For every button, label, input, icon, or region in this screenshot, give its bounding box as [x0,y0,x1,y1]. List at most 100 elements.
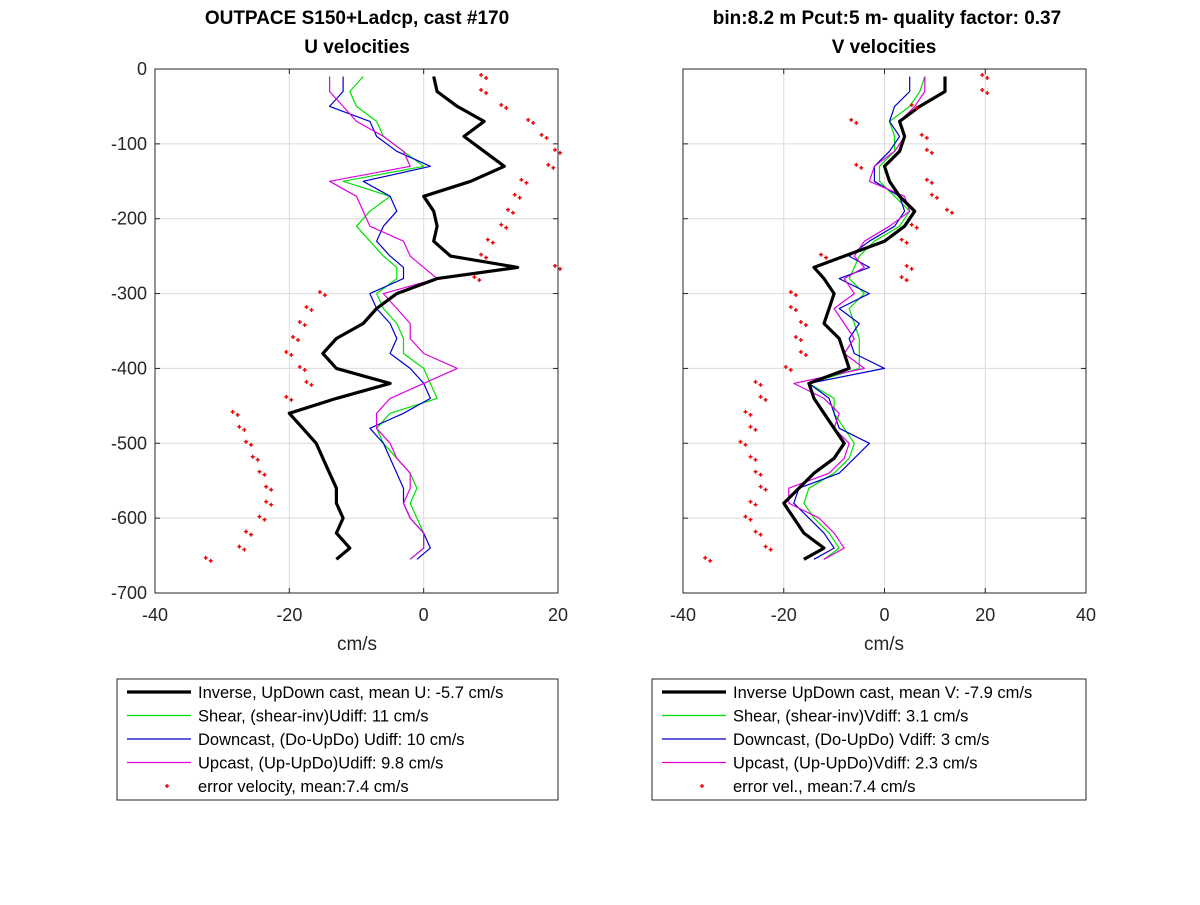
error-point-v [914,105,919,110]
error-point-v [854,120,859,125]
error-point-u [249,532,254,537]
chart-subtitle-u: U velocities [304,37,410,58]
error-point-u [297,320,302,325]
error-point-v [753,469,758,474]
error-point-u [505,207,510,212]
error-point-u [499,102,504,107]
error-point-v [788,305,793,310]
x-tick-label-v: -20 [771,605,797,625]
error-point-v [899,237,904,242]
error-point-v [758,484,763,489]
legend-label-u: error velocity, mean:7.4 cm/s [198,778,409,796]
error-point-u [526,117,531,122]
error-point-v [909,222,914,227]
x-axis-label-u: cm/s [337,634,377,655]
legend-entry-shear-v: Shear, (shear-inv)Vdiff: 3.1 cm/s [662,708,968,726]
error-point-u [546,162,551,167]
error-point-u [553,263,557,268]
error-point-u [264,484,269,489]
error-point-u [517,195,522,200]
error-point-u [322,293,327,298]
error-point-u [242,427,247,432]
error-point-v [934,195,939,200]
error-point-u [269,502,274,507]
error-point-u [531,120,536,125]
error-point-v [748,454,753,459]
legend-entry-error-v: error vel., mean:7.4 cm/s [700,778,915,796]
error-point-u [317,290,322,295]
error-point-u [262,517,267,522]
error-point-v [793,334,798,339]
shear-series-line-v [803,76,926,560]
error-point-v [929,150,934,155]
error-point-v [743,514,748,519]
error-point-v [803,352,808,357]
error-point-v [919,132,924,137]
error-point-u [269,487,274,492]
error-point-v [798,337,803,342]
error-point-u [235,412,240,417]
error-point-u [479,72,484,77]
error-point-v [859,165,864,170]
error-point-v [854,162,859,167]
ticks-u: -40 -20 0 200-100-200-300-400-500-600-700 [111,59,568,625]
error-point-v [768,547,773,552]
error-point-v [758,382,763,387]
inverse-series-line-v [782,76,947,561]
error-point-u [551,165,556,170]
legend-u: Inverse, UpDown cast, mean U: -5.7 cm/s S… [116,678,559,801]
inverse-series-line-u [287,76,520,561]
error-point-v [748,517,753,522]
legend-label-u: Downcast, (Do-UpDo) Udiff: 10 cm/s [198,731,465,749]
error-point-u [309,382,314,387]
error-point-v [924,147,929,152]
upcast-series-line-u [329,76,458,560]
error-point-u [203,555,208,560]
legend-entry-inverse-u: Inverse, UpDown cast, mean U: -5.7 cm/s [127,684,503,702]
error-point-u [297,364,302,369]
error-point-v [793,293,798,298]
error-point-u [485,237,490,242]
error-point-u [558,150,562,155]
error-point-v [758,394,763,399]
legend-entry-shear-u: Shear, (shear-inv)Udiff: 11 cm/s [127,708,428,726]
x-tick-label-u: -40 [142,605,168,625]
error-point-u [504,105,509,110]
legend-entry-inverse-v: Inverse UpDown cast, mean V: -7.9 cm/s [662,684,1032,702]
error-point-u [244,439,249,444]
y-tick-label-u: -300 [111,284,147,304]
error-point-v [788,367,793,372]
error-point-v [753,379,758,384]
error-point-v [904,263,909,268]
y-tick-label-u: -700 [111,583,147,603]
error-point-v [743,409,748,414]
downcast-series-line-v [793,76,911,560]
error-point-v [798,320,803,325]
plot-frame-u [154,68,559,594]
error-point-v [753,529,758,534]
error-point-v [944,207,949,212]
error-point-u [296,337,301,342]
error-point-v [758,472,763,477]
grid-u [155,69,558,593]
error-point-v [748,424,753,429]
error-point-u [208,558,213,563]
error-point-v [929,180,934,185]
error-point-u [249,442,254,447]
legend-entry-upcast-v: Upcast, (Up-UpDo)Vdiff: 2.3 cm/s [662,755,978,773]
legend-label-v: error vel., mean:7.4 cm/s [733,778,915,796]
legend-entry-upcast-u: Upcast, (Up-UpDo)Udiff: 9.8 cm/s [127,755,443,773]
error-point-u [544,135,549,140]
error-point-v [904,278,909,283]
error-point-u [479,87,484,92]
chart-title-v: bin:8.2 m Pcut:5 m- quality factor: 0.37 [713,8,1061,29]
x-tick-label-v: -40 [670,605,696,625]
y-tick-label-u: -600 [111,508,147,528]
legend-v: Inverse UpDown cast, mean V: -7.9 cm/s Sh… [651,678,1087,801]
error-point-u [484,255,489,260]
x-tick-label-v: 0 [879,605,889,625]
x-tick-label-u: -20 [276,605,302,625]
error-point-u [524,180,529,185]
error-point-u [230,409,235,414]
